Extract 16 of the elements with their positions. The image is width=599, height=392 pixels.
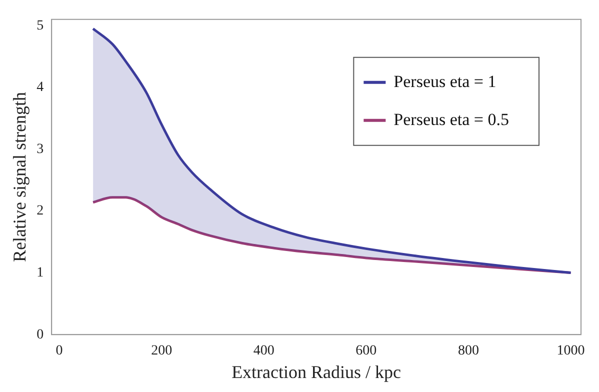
x-tick-label: 1000 xyxy=(556,344,585,359)
x-tick-label: 600 xyxy=(356,344,377,359)
legend-label: Perseus eta = 0.5 xyxy=(394,110,510,129)
x-tick-label: 400 xyxy=(253,344,274,359)
x-tick-label: 200 xyxy=(151,344,172,359)
x-tick-label: 800 xyxy=(458,344,479,359)
y-tick-label: 5 xyxy=(36,18,44,34)
y-axis-title: Relative signal strength xyxy=(10,92,30,262)
y-tick-label: 1 xyxy=(36,265,44,280)
y-tick-label: 0 xyxy=(36,327,44,342)
y-tick-label: 4 xyxy=(36,80,44,96)
y-tick-label: 2 xyxy=(36,204,44,219)
x-tick-label: 0 xyxy=(56,344,63,359)
legend-label: Perseus eta = 1 xyxy=(394,72,496,91)
y-tick-label: 3 xyxy=(36,142,44,157)
x-axis-title: Extraction Radius / kpc xyxy=(232,362,402,382)
